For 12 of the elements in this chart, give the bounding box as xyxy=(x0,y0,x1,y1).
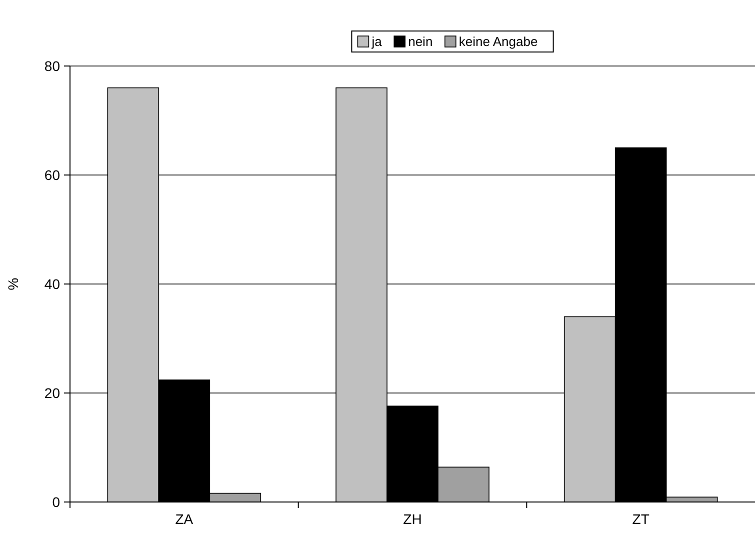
x-tick-label: ZA xyxy=(175,511,194,527)
y-tick-label: 40 xyxy=(44,276,60,292)
y-tick-label: 20 xyxy=(44,384,60,401)
y-axis-title: % xyxy=(5,278,21,290)
legend-label: ja xyxy=(370,34,383,49)
x-tick-label: ZH xyxy=(403,511,422,527)
y-tick-label: 60 xyxy=(44,166,60,183)
legend-label: keine Angabe xyxy=(458,34,538,49)
y-tick-label: 0 xyxy=(52,494,60,510)
legend-label: nein xyxy=(408,34,433,49)
x-tick-label: ZT xyxy=(632,511,650,527)
y-tick-label: 80 xyxy=(44,58,60,74)
